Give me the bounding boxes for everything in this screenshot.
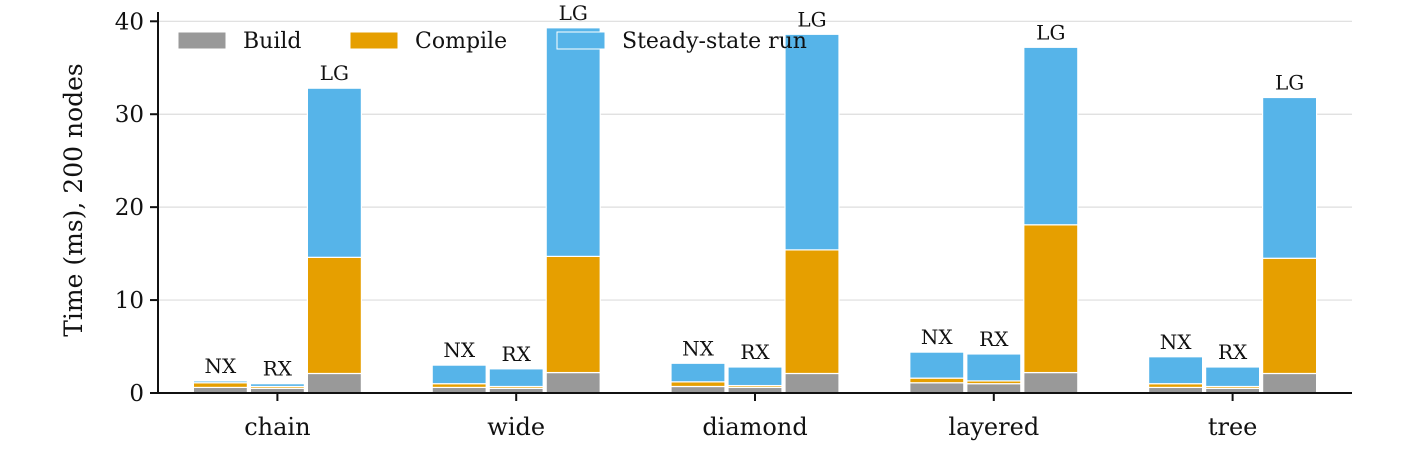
legend-label: Compile <box>415 29 507 54</box>
bar-segment-compile <box>784 249 840 375</box>
bar-segment-steady-state-run <box>909 351 965 379</box>
bar-segment-steady-state-run <box>192 380 248 384</box>
bar-segment-build <box>966 383 1022 394</box>
bar-segment-build <box>784 372 840 394</box>
bar-group-label: NX <box>205 354 238 378</box>
legend-swatch <box>177 31 227 50</box>
legend-label: Steady-state run <box>622 29 807 54</box>
bar-segment-compile <box>909 377 965 384</box>
bar-group-label: RX <box>1218 340 1248 364</box>
bar-segment-steady-state-run <box>545 27 601 257</box>
category-label: tree <box>1208 413 1258 441</box>
y-tick-label: 30 <box>115 102 144 128</box>
bar-group-label: RX <box>740 340 770 364</box>
bar-group-label: LG <box>320 61 349 85</box>
bar-segment-compile <box>306 256 362 375</box>
bar-segment-compile <box>1261 257 1318 375</box>
bar-segment-compile <box>1023 224 1079 374</box>
bar-segment-compile <box>545 255 601 374</box>
category-label: layered <box>948 413 1039 441</box>
bar-segment-steady-state-run <box>1204 366 1261 388</box>
bar-segment-steady-state-run <box>1261 96 1318 259</box>
bar-segment-steady-state-run <box>249 383 305 388</box>
bar-segment-build <box>1023 371 1079 394</box>
bar-group-label: LG <box>1275 70 1304 94</box>
bar-group-label: NX <box>682 336 715 360</box>
bar-segment-steady-state-run <box>784 33 840 251</box>
bar-segment-steady-state-run <box>1147 356 1204 385</box>
category-label: diamond <box>702 413 807 441</box>
y-tick-label: 20 <box>115 195 144 221</box>
y-tick-label: 40 <box>115 9 144 35</box>
category-label: chain <box>244 413 310 441</box>
legend-label: Build <box>243 29 302 54</box>
bar-group-label: LG <box>559 1 588 25</box>
y-tick-label: 0 <box>129 381 144 407</box>
bar-segment-steady-state-run <box>670 362 726 383</box>
y-axis-title: Time (ms), 200 nodes <box>59 63 88 337</box>
bar-segment-build <box>1261 372 1318 394</box>
legend-swatch <box>556 31 606 50</box>
bar-group-label: NX <box>921 325 954 349</box>
bar-segment-build <box>306 372 362 394</box>
bar-segment-compile <box>670 381 726 388</box>
bar-segment-steady-state-run <box>306 87 362 258</box>
bar-segment-build <box>545 371 601 394</box>
bar-segment-compile <box>192 382 248 389</box>
bar-segment-build <box>909 382 965 394</box>
bar-group-label: LG <box>1036 20 1065 44</box>
bar-segment-steady-state-run <box>727 366 783 387</box>
y-tick-label: 10 <box>115 288 144 314</box>
bar-segment-steady-state-run <box>431 364 487 385</box>
bar-group-label: RX <box>263 357 293 381</box>
bar-group-label: NX <box>443 338 476 362</box>
bar-segment-steady-state-run <box>1023 46 1079 226</box>
legend-swatch <box>349 31 399 50</box>
category-label: wide <box>487 413 545 441</box>
bar-group-label: RX <box>502 342 532 366</box>
bar-segment-steady-state-run <box>966 353 1022 382</box>
bar-segment-steady-state-run <box>488 368 544 388</box>
bar-group-label: NX <box>1160 330 1193 354</box>
bar-group-label: LG <box>797 7 826 31</box>
bar-group-label: RX <box>979 327 1009 351</box>
